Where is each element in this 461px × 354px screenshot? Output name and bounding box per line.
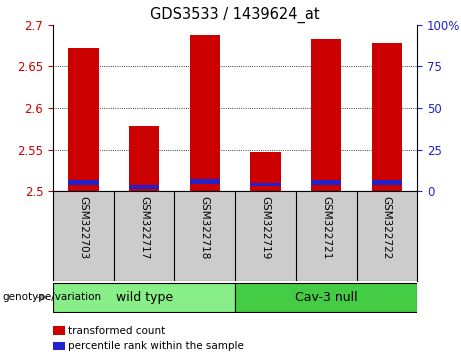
Bar — [189, 179, 220, 184]
Bar — [372, 179, 402, 184]
Text: GSM322718: GSM322718 — [200, 196, 210, 259]
Text: GSM322721: GSM322721 — [321, 196, 331, 259]
Bar — [235, 283, 417, 312]
Text: Cav-3 null: Cav-3 null — [295, 291, 357, 304]
Text: GSM322717: GSM322717 — [139, 196, 149, 259]
Bar — [250, 183, 281, 186]
Text: wild type: wild type — [116, 291, 172, 304]
Text: GSM322722: GSM322722 — [382, 196, 392, 259]
Bar — [53, 283, 235, 312]
Text: GSM322719: GSM322719 — [260, 196, 271, 259]
Bar — [129, 185, 159, 189]
Bar — [250, 152, 281, 191]
Bar — [372, 43, 402, 191]
Bar — [311, 179, 341, 184]
Bar — [68, 179, 99, 184]
Bar — [189, 35, 220, 191]
Bar — [129, 126, 159, 191]
Text: genotype/variation: genotype/variation — [2, 292, 101, 302]
Title: GDS3533 / 1439624_at: GDS3533 / 1439624_at — [150, 7, 320, 23]
Bar — [311, 39, 341, 191]
Bar — [68, 48, 99, 191]
Text: transformed count: transformed count — [68, 326, 165, 336]
Text: percentile rank within the sample: percentile rank within the sample — [68, 341, 244, 351]
Text: GSM322703: GSM322703 — [78, 196, 89, 259]
